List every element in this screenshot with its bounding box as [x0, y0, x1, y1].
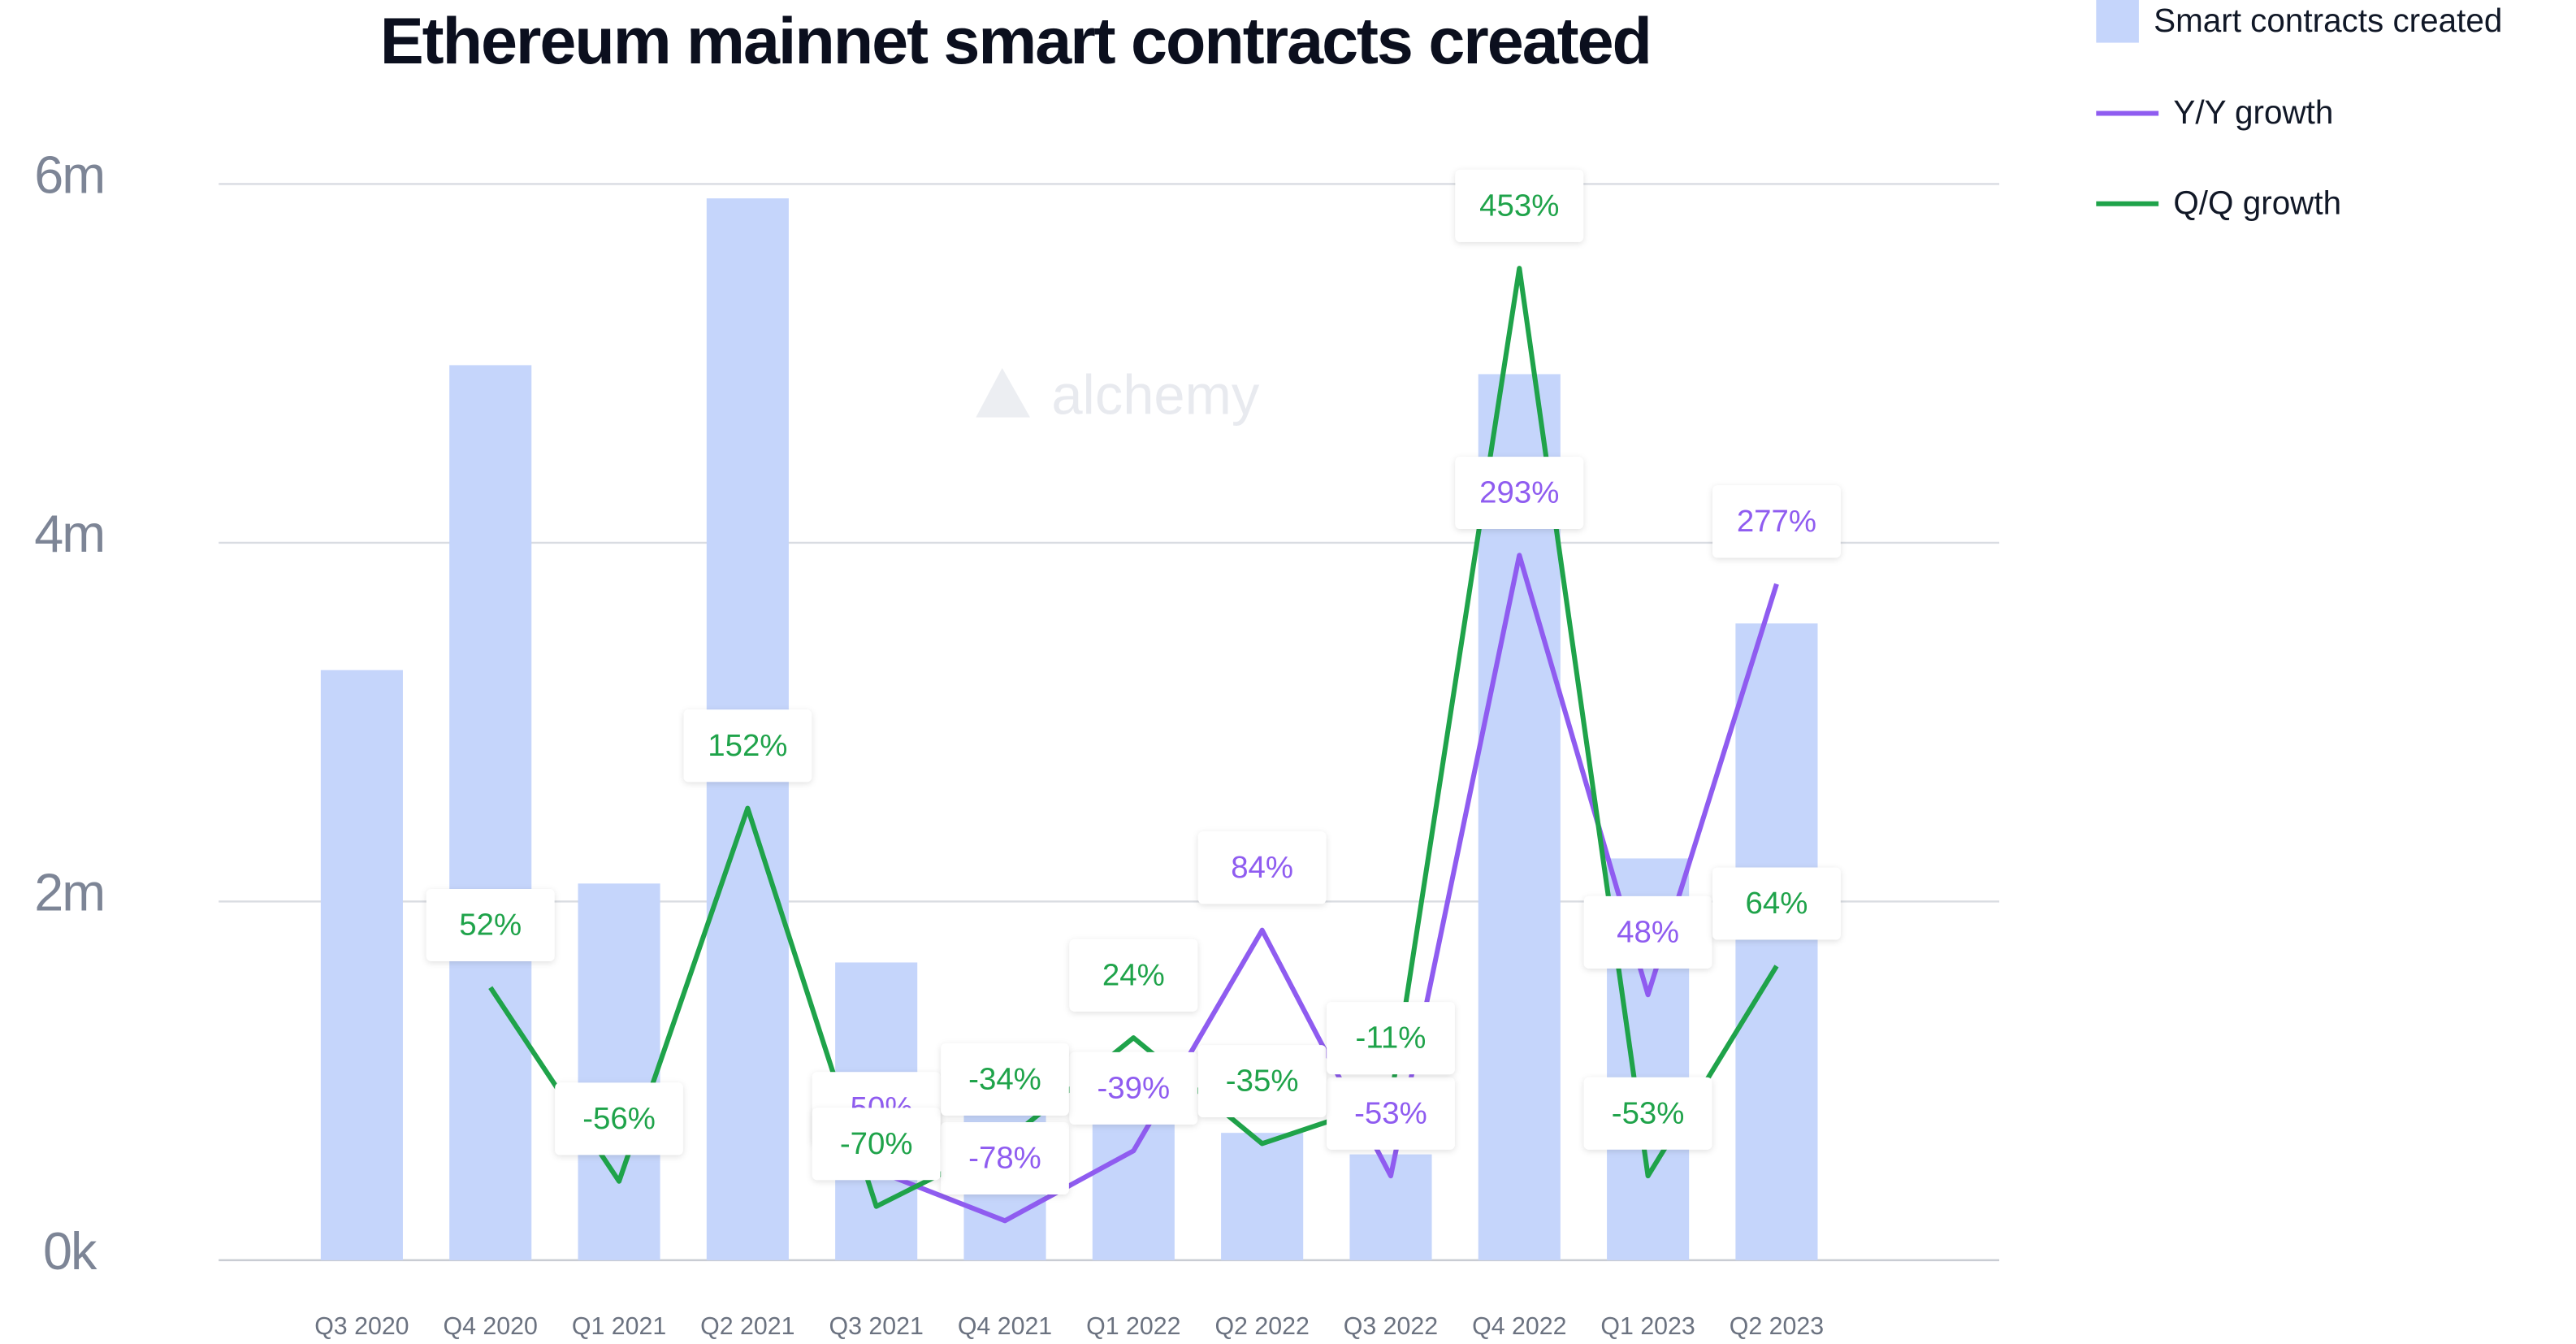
data-label-text: -35% [1226, 1064, 1299, 1099]
y-tick-label: 2m [34, 862, 104, 921]
data-label-text: -53% [1354, 1095, 1427, 1130]
data-label-text: 24% [1102, 957, 1165, 992]
bar [449, 365, 532, 1260]
data-label-text: -39% [1097, 1071, 1170, 1106]
data-label: 293% [1455, 457, 1584, 530]
legend-label: Y/Y growth [2173, 93, 2333, 131]
chart-title: Ethereum mainnet smart contracts created [380, 5, 1651, 78]
data-label: -78% [941, 1121, 1069, 1194]
data-label-text: 293% [1479, 475, 1559, 510]
data-label: -35% [1197, 1045, 1327, 1118]
label-box [683, 709, 812, 783]
bar [1221, 1133, 1304, 1260]
data-label: -39% [1069, 1051, 1198, 1125]
label-box [1197, 1045, 1327, 1118]
bar [578, 883, 660, 1260]
data-label-text: 64% [1746, 886, 1808, 921]
data-label: 48% [1583, 895, 1712, 969]
data-label-text: -70% [840, 1126, 913, 1161]
data-label: 453% [1455, 169, 1584, 242]
data-label-text: 84% [1231, 850, 1293, 885]
x-tick-label: Q2 2022 [1214, 1313, 1309, 1340]
data-label-text: -53% [1612, 1095, 1685, 1130]
legend-swatch [2096, 0, 2139, 43]
data-label-text: -11% [1356, 1021, 1427, 1056]
watermark: alchemy [1051, 364, 1260, 427]
data-label: 64% [1712, 867, 1841, 940]
watermark-logo [976, 367, 1031, 418]
label-box [1069, 939, 1198, 1012]
label-box [1197, 831, 1327, 904]
x-tick-label: Q1 2022 [1086, 1313, 1180, 1340]
data-label: 52% [426, 889, 555, 962]
label-box [1712, 485, 1841, 558]
label-box [1583, 1077, 1712, 1150]
line [488, 266, 1779, 1209]
label-box [941, 1121, 1069, 1194]
data-label-text: 277% [1737, 504, 1816, 539]
x-tick-label: Q4 2021 [958, 1313, 1052, 1340]
legend-label: Q/Q growth [2173, 184, 2341, 221]
data-label: -11% [1327, 1002, 1455, 1075]
label-box [1712, 867, 1841, 940]
data-label-text: 48% [1617, 915, 1679, 950]
data-label-text: -78% [968, 1141, 1041, 1176]
data-label-text: 453% [1479, 189, 1559, 223]
label-box [1327, 1002, 1455, 1075]
data-label: -70% [812, 1108, 941, 1181]
x-tick-label: Q3 2020 [314, 1313, 409, 1340]
bar [320, 670, 403, 1260]
legend-label: Smart contracts created [2154, 2, 2502, 39]
data-label: 24% [1069, 939, 1198, 1012]
label-box [426, 889, 555, 962]
data-label: 152% [683, 709, 812, 783]
x-tick-label: Q2 2023 [1730, 1313, 1824, 1340]
y-tick-label: 0k [43, 1221, 97, 1281]
bar [1735, 623, 1818, 1260]
x-tick-label: Q3 2021 [829, 1313, 924, 1340]
label-box [555, 1082, 683, 1155]
data-label-text: -56% [582, 1101, 656, 1136]
data-label: -56% [555, 1082, 683, 1155]
x-tick-label: Q4 2022 [1472, 1313, 1566, 1340]
y-tick-label: 6m [34, 145, 104, 204]
data-label: -53% [1583, 1077, 1712, 1150]
x-tick-label: Q3 2022 [1344, 1313, 1438, 1340]
y-tick-label: 4m [34, 504, 104, 563]
x-tick-label: Q4 2020 [444, 1313, 538, 1340]
label-box [1455, 169, 1584, 242]
x-tick-label: Q2 2021 [700, 1313, 794, 1340]
label-box [1327, 1077, 1455, 1150]
data-label: 277% [1712, 485, 1841, 558]
label-box [1069, 1051, 1198, 1125]
label-box [1583, 895, 1712, 969]
data-label-text: -34% [968, 1062, 1041, 1097]
data-label: 84% [1197, 831, 1327, 904]
data-label: -53% [1327, 1077, 1455, 1150]
data-label-text: 152% [708, 728, 787, 763]
data-label: -34% [941, 1043, 1069, 1116]
data-label-text: 52% [459, 908, 522, 943]
label-box [1455, 457, 1584, 530]
label-box [941, 1043, 1069, 1116]
label-box [812, 1108, 941, 1181]
x-tick-label: Q1 2023 [1600, 1313, 1695, 1340]
x-tick-label: Q1 2021 [572, 1313, 666, 1340]
